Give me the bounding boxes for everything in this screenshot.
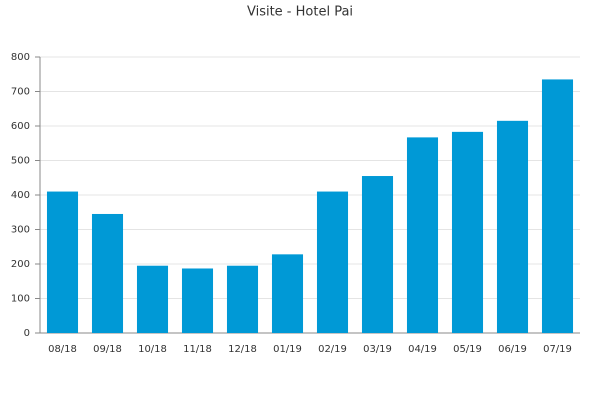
bar <box>361 176 394 333</box>
x-tick-label: 07/19 <box>543 344 572 355</box>
x-tick-label: 08/18 <box>48 344 77 355</box>
bar <box>136 265 169 333</box>
bar <box>46 191 79 333</box>
bar <box>181 268 214 333</box>
y-tick-label: 600 <box>11 121 30 132</box>
x-tick-label: 06/19 <box>498 344 527 355</box>
bar <box>406 137 439 333</box>
y-tick-label: 500 <box>11 156 30 167</box>
x-tick-label: 03/19 <box>363 344 392 355</box>
y-tick-label: 400 <box>11 190 30 201</box>
x-tick-label: 02/19 <box>318 344 347 355</box>
bar <box>271 254 304 333</box>
x-tick-label: 12/18 <box>228 344 257 355</box>
y-tick-label: 700 <box>11 87 30 98</box>
bar <box>226 265 259 333</box>
x-tick-label: 09/18 <box>93 344 122 355</box>
bar <box>496 120 529 333</box>
x-tick-label: 11/18 <box>183 344 212 355</box>
chart-title: Visite - Hotel Pai <box>247 5 353 20</box>
x-tick-label: 10/18 <box>138 344 167 355</box>
bar <box>91 213 124 333</box>
y-tick-label: 800 <box>11 52 30 63</box>
bar <box>451 131 484 333</box>
x-tick-label: 05/19 <box>453 344 482 355</box>
y-tick-label: 300 <box>11 225 30 236</box>
y-tick-label: 0 <box>24 328 30 339</box>
bar <box>316 191 349 333</box>
x-tick-label: 01/19 <box>273 344 302 355</box>
bar <box>541 79 574 333</box>
x-tick-label: 04/19 <box>408 344 437 355</box>
y-tick-label: 100 <box>11 294 30 305</box>
y-tick-label: 200 <box>11 259 30 270</box>
